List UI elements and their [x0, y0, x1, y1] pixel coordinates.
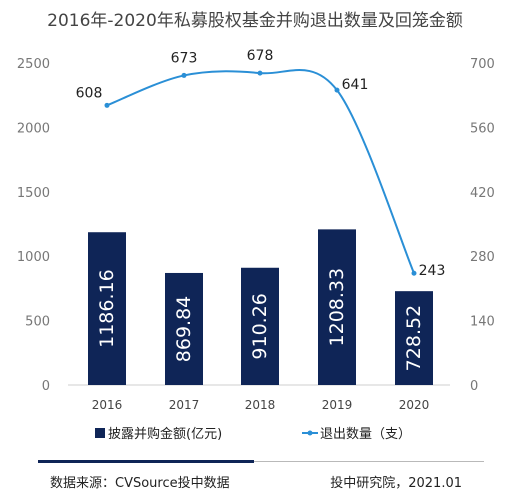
line-value-label: 673 [171, 50, 198, 66]
right-axis-tick-label: 280 [470, 250, 495, 265]
bar-2016 [88, 232, 126, 385]
footer-divider-dark [38, 460, 254, 463]
exit-count-line [106, 69, 415, 274]
left-axis-tick-label: 2500 [17, 57, 50, 72]
publisher-credit: 投中研究院，2021.01 [330, 476, 462, 491]
x-axis-tick-label: 2020 [399, 398, 430, 412]
chart-canvas: 0 500 1000 1500 2000 2500 0 140 280 420 560 700 2016… [17, 48, 495, 442]
left-axis-tick-label: 1500 [17, 186, 50, 201]
line-point-2017 [181, 72, 187, 78]
legend-bar-label: 披露并购金额(亿元) [108, 426, 222, 442]
bar-value-label: 1186.16 [96, 269, 118, 348]
legend-line-label: 退出数量（支） [320, 427, 411, 442]
line-point-2019 [334, 87, 340, 93]
bar-value-label: 728.52 [403, 305, 425, 371]
line-value-label: 678 [247, 48, 274, 64]
bar-value-label: 910.26 [249, 293, 271, 359]
right-axis-tick-label: 140 [470, 315, 495, 330]
bar-2020 [395, 291, 433, 385]
left-axis-tick-label: 500 [25, 315, 50, 330]
right-axis-tick-label: 420 [470, 186, 495, 201]
line-point-2016 [104, 102, 110, 108]
left-axis-tick-label: 1000 [17, 250, 50, 265]
right-axis-tick-label: 0 [470, 379, 478, 394]
bar-2019 [318, 229, 356, 385]
right-axis-tick-label: 560 [470, 121, 495, 136]
x-axis-tick-label: 2017 [169, 398, 200, 412]
bar-value-label: 1208.33 [326, 268, 348, 347]
right-axis-tick-label: 700 [470, 57, 495, 72]
line-point-2020 [411, 270, 417, 276]
x-axis-tick-label: 2018 [245, 398, 276, 412]
legend-bar-swatch [95, 428, 105, 438]
left-axis-tick-label: 2000 [17, 121, 50, 136]
x-axis-tick-label: 2016 [92, 398, 123, 412]
line-value-label: 608 [76, 85, 103, 101]
data-source-note: 数据来源：CVSource投中数据 [50, 476, 230, 491]
footer-divider-light [254, 461, 484, 462]
bar-2018 [241, 267, 279, 385]
bar-2017 [165, 272, 203, 385]
line-point-2018 [257, 70, 263, 76]
line-value-label: 641 [342, 77, 369, 93]
left-axis-tick-label: 0 [42, 379, 50, 394]
line-value-label: 243 [419, 263, 446, 279]
footer: 数据来源：CVSource投中数据 投中研究院，2021.01 [0, 460, 510, 498]
chart-title: 2016年-2020年私募股权基金并购退出数量及回笼金额 [47, 11, 463, 31]
legend-line-marker [307, 430, 313, 436]
x-axis-tick-label: 2019 [322, 398, 353, 412]
bar-value-label: 869.84 [173, 296, 195, 362]
